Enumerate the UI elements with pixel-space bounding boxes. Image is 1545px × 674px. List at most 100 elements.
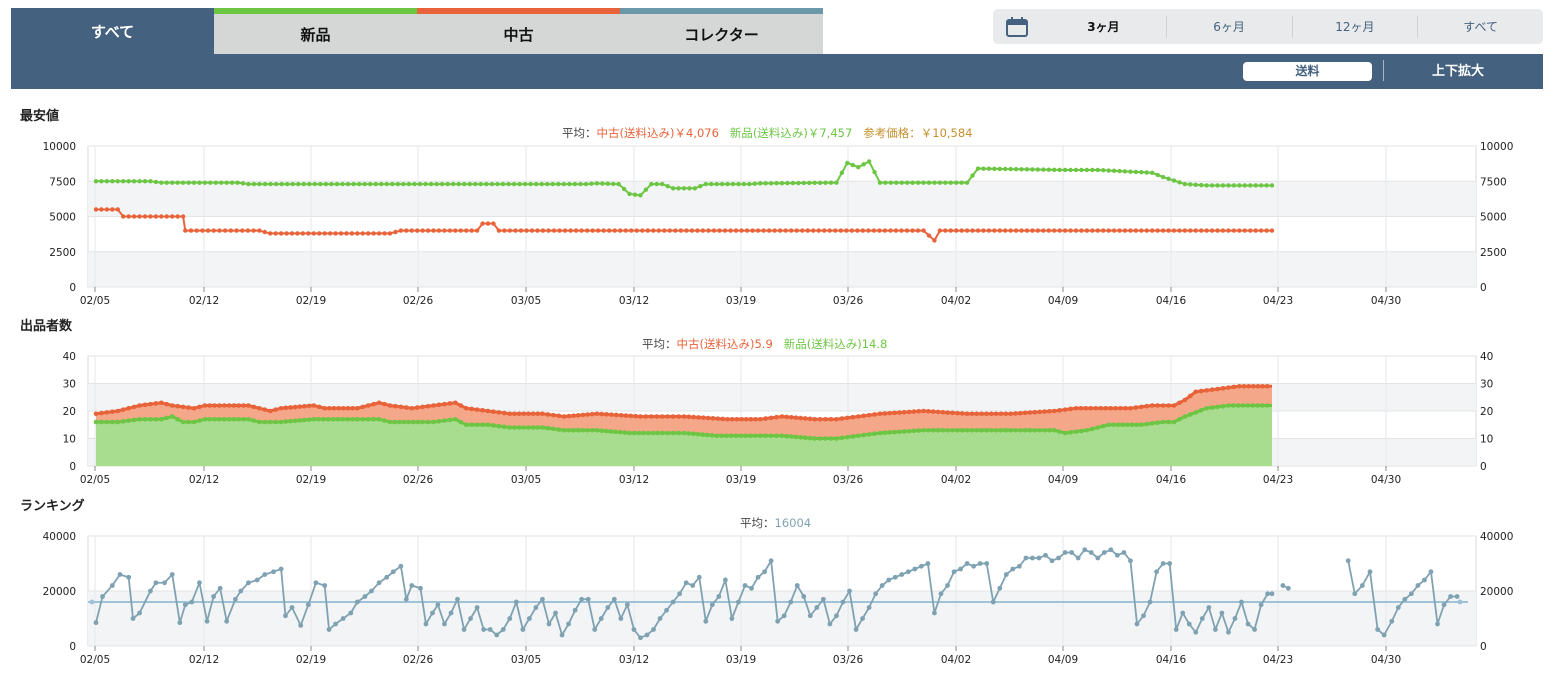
- data-point: [801, 180, 806, 186]
- data-point: [800, 228, 805, 233]
- data-point: [1062, 407, 1068, 412]
- data-point: [1269, 183, 1275, 188]
- data-point: [691, 414, 696, 420]
- data-point: [915, 228, 921, 233]
- calendar-icon[interactable]: [993, 16, 1041, 37]
- data-point: [817, 436, 823, 441]
- data-point: [1024, 167, 1030, 172]
- x-tick-label: 04/16: [1156, 474, 1187, 486]
- data-point: [645, 228, 650, 233]
- data-point: [772, 228, 777, 233]
- data-point: [839, 416, 845, 421]
- range-12-months[interactable]: 12ヶ月: [1291, 15, 1418, 38]
- data-point: [1095, 228, 1100, 233]
- data-point: [512, 425, 517, 430]
- data-point: [969, 427, 975, 433]
- data-point: [217, 228, 222, 233]
- tab-collector[interactable]: コレクター: [620, 8, 823, 54]
- data-point: [290, 181, 295, 187]
- data-point: [899, 228, 904, 233]
- range-all[interactable]: すべて: [1417, 15, 1543, 38]
- tab-used[interactable]: 中古: [417, 8, 620, 54]
- data-point: [126, 214, 131, 219]
- data-point: [1204, 228, 1209, 233]
- data-point: [1122, 228, 1128, 233]
- price-average-new: 新品(送料込み)￥7,457: [729, 126, 853, 140]
- data-point: [121, 214, 126, 219]
- data-point: [453, 400, 458, 406]
- data-point: [850, 434, 856, 439]
- data-point: [828, 416, 834, 422]
- sellers-average-used: 中古(送料込み)5.9: [676, 337, 773, 351]
- data-point: [120, 419, 126, 424]
- data-point: [170, 180, 175, 185]
- data-point: [463, 405, 469, 411]
- data-point: [311, 403, 317, 408]
- data-point: [188, 228, 194, 233]
- ranking-point: [945, 583, 950, 588]
- ranking-point: [775, 618, 781, 624]
- ranking-point: [762, 569, 767, 575]
- ranking-point: [997, 585, 1003, 591]
- data-point: [817, 416, 823, 422]
- data-point: [191, 180, 197, 185]
- ranking-point: [354, 599, 360, 605]
- data-point: [415, 419, 421, 425]
- data-point: [571, 413, 576, 419]
- data-point: [1177, 228, 1182, 233]
- ranking-point: [1134, 621, 1140, 627]
- ranking-point: [423, 621, 429, 627]
- data-point: [231, 403, 237, 408]
- ranking-point: [1252, 627, 1257, 632]
- data-point: [594, 427, 600, 433]
- data-point: [710, 416, 716, 421]
- ranking-point: [1258, 602, 1264, 608]
- data-point: [871, 228, 877, 233]
- data-point: [753, 433, 758, 439]
- data-point: [1041, 228, 1046, 233]
- range-3-months[interactable]: 3ヶ月: [1087, 19, 1120, 34]
- data-point: [700, 228, 706, 233]
- range-6-months[interactable]: 6ヶ月: [1165, 15, 1292, 38]
- data-point: [897, 429, 902, 435]
- shipping-toggle-button[interactable]: 送料: [1243, 62, 1372, 81]
- data-point: [1215, 183, 1220, 188]
- data-point: [807, 180, 812, 186]
- data-point: [1231, 183, 1237, 188]
- data-point: [1078, 405, 1084, 411]
- data-point: [888, 180, 894, 185]
- data-point: [409, 228, 414, 233]
- ranking-point: [526, 616, 532, 621]
- data-point: [1177, 400, 1182, 406]
- tab-new[interactable]: 新品: [214, 8, 417, 54]
- data-point: [877, 180, 883, 185]
- data-point: [916, 409, 922, 414]
- data-point: [899, 180, 904, 185]
- data-point: [409, 405, 415, 411]
- data-point: [170, 214, 175, 219]
- data-point: [834, 416, 839, 422]
- tab-all[interactable]: すべて: [11, 8, 214, 54]
- vertical-zoom-button[interactable]: 上下拡大: [1432, 64, 1485, 79]
- y-tick-label-left: 0: [69, 641, 76, 653]
- data-point: [823, 416, 828, 422]
- ranking-point: [964, 561, 970, 566]
- data-point: [278, 419, 284, 425]
- range-selector: 3ヶ月 6ヶ月 12ヶ月 すべて: [993, 9, 1543, 44]
- data-point: [180, 214, 186, 219]
- data-point: [334, 181, 340, 187]
- data-point: [640, 228, 645, 233]
- ranking-point: [716, 594, 722, 599]
- x-tick-label: 03/19: [726, 654, 756, 666]
- data-point: [115, 419, 121, 425]
- data-point: [513, 228, 518, 233]
- data-point: [387, 419, 393, 425]
- data-point: [638, 193, 643, 198]
- data-point: [355, 231, 360, 236]
- data-point: [585, 427, 590, 433]
- data-point: [926, 233, 932, 238]
- ranking-point: [847, 588, 852, 594]
- data-point: [311, 231, 316, 236]
- data-point: [1013, 427, 1018, 433]
